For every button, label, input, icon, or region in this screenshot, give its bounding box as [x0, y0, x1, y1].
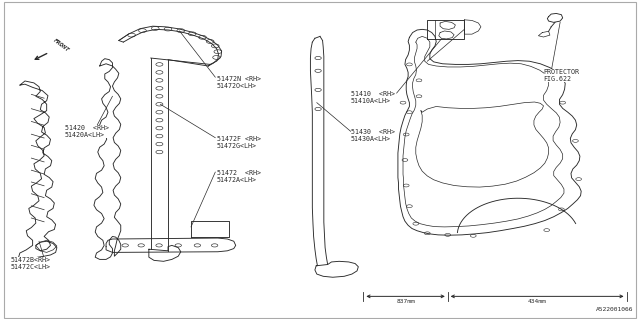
Text: 51472  <RH>
51472A<LH>: 51472 <RH> 51472A<LH>	[216, 170, 260, 183]
Text: 51410  <RH>
51410A<LH>: 51410 <RH> 51410A<LH>	[351, 91, 395, 104]
Text: 51420  <RH>
51420A<LH>: 51420 <RH> 51420A<LH>	[65, 125, 109, 138]
Text: FRONT: FRONT	[52, 38, 70, 53]
Text: 434mm: 434mm	[528, 300, 547, 304]
Text: 837mm: 837mm	[396, 300, 415, 304]
Text: 51430  <RH>
51430A<LH>: 51430 <RH> 51430A<LH>	[351, 129, 395, 142]
Text: A522001066: A522001066	[595, 307, 633, 312]
Text: 51472B<RH>
51472C<LH>: 51472B<RH> 51472C<LH>	[10, 257, 51, 270]
Text: PROTECTOR
FIG.622: PROTECTOR FIG.622	[543, 69, 579, 82]
Text: 51472F <RH>
51472G<LH>: 51472F <RH> 51472G<LH>	[216, 136, 260, 149]
Text: 51472N <RH>
51472O<LH>: 51472N <RH> 51472O<LH>	[216, 76, 260, 89]
